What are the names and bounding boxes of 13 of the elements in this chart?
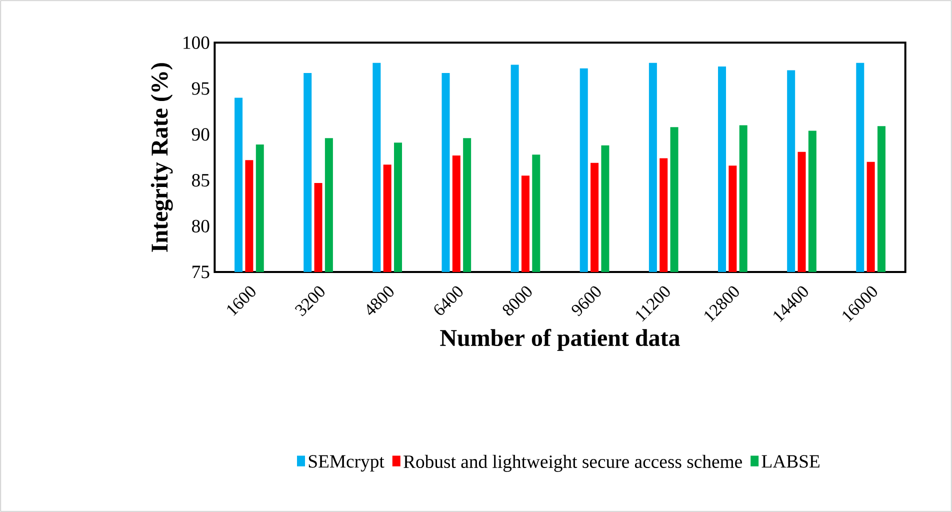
x-axis-title: Number of patient data	[440, 328, 680, 351]
y-axis-title: Integrity Rate (%)	[150, 63, 173, 252]
y-tick-label: 95	[192, 82, 210, 95]
y-tick-label: 100	[184, 36, 210, 49]
y-tick-label: 80	[192, 220, 210, 232]
y-tick-label: 75	[192, 266, 210, 278]
x-tick-label: 4800	[367, 286, 394, 316]
legend-label: Robust and lightweight secure access scheme	[404, 454, 742, 472]
y-tick-label: 85	[192, 174, 210, 187]
legend-label: LABSE	[762, 455, 820, 468]
y-tick-label: 90	[192, 128, 210, 141]
x-tick-label: 6400	[434, 286, 463, 315]
legend-label: SEMcrypt	[308, 455, 384, 472]
